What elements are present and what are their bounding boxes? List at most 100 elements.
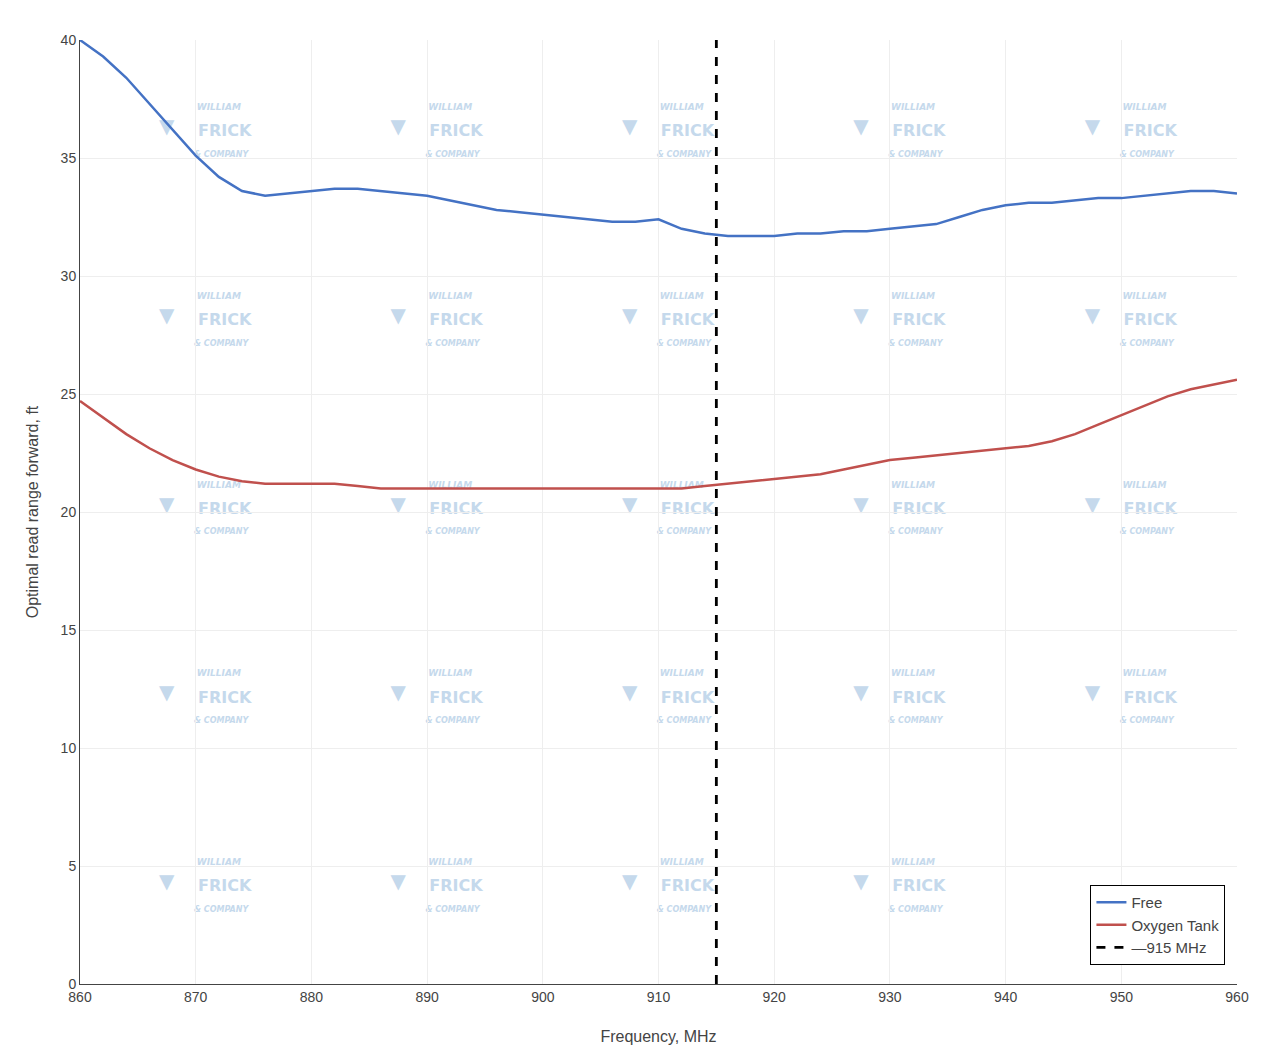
svg-text:& COMPANY: & COMPANY <box>194 905 249 914</box>
svg-text:0: 0 <box>68 976 76 992</box>
svg-text:WILLIAM: WILLIAM <box>428 480 472 490</box>
svg-text:▼: ▼ <box>159 680 175 704</box>
svg-text:& COMPANY: & COMPANY <box>888 150 943 159</box>
svg-text:FRICK: FRICK <box>661 310 715 329</box>
svg-text:FRICK: FRICK <box>661 121 715 140</box>
svg-text:870: 870 <box>184 989 208 1005</box>
svg-text:FRICK: FRICK <box>892 688 946 707</box>
svg-text:FRICK: FRICK <box>198 499 252 518</box>
svg-text:& COMPANY: & COMPANY <box>1120 150 1175 159</box>
svg-text:FRICK: FRICK <box>429 688 483 707</box>
svg-text:20: 20 <box>61 504 77 520</box>
svg-text:FRICK: FRICK <box>429 310 483 329</box>
svg-text:30: 30 <box>61 268 77 284</box>
svg-text:FRICK: FRICK <box>661 688 715 707</box>
svg-text:WILLIAM: WILLIAM <box>891 102 935 112</box>
svg-text:WILLIAM: WILLIAM <box>428 102 472 112</box>
svg-text:FRICK: FRICK <box>892 121 946 140</box>
svg-text:& COMPANY: & COMPANY <box>425 716 480 725</box>
svg-text:▼: ▼ <box>853 869 869 893</box>
svg-text:WILLIAM: WILLIAM <box>891 668 935 678</box>
svg-text:▼: ▼ <box>1085 492 1101 516</box>
svg-text:▼: ▼ <box>1085 114 1101 138</box>
svg-text:960: 960 <box>1225 989 1249 1005</box>
svg-text:WILLIAM: WILLIAM <box>1122 291 1166 301</box>
svg-text:WILLIAM: WILLIAM <box>1122 668 1166 678</box>
svg-text:▼: ▼ <box>622 114 638 138</box>
svg-text:—915 MHz: —915 MHz <box>1131 939 1206 956</box>
svg-text:WILLIAM: WILLIAM <box>428 668 472 678</box>
svg-text:WILLIAM: WILLIAM <box>660 291 704 301</box>
svg-text:890: 890 <box>415 989 439 1005</box>
svg-text:Free: Free <box>1131 894 1162 911</box>
svg-text:& COMPANY: & COMPANY <box>888 905 943 914</box>
svg-text:WILLIAM: WILLIAM <box>660 480 704 490</box>
svg-text:930: 930 <box>878 989 902 1005</box>
svg-text:▼: ▼ <box>1085 303 1101 327</box>
svg-text:WILLIAM: WILLIAM <box>660 668 704 678</box>
svg-text:& COMPANY: & COMPANY <box>888 339 943 348</box>
svg-text:& COMPANY: & COMPANY <box>657 527 712 536</box>
svg-text:950: 950 <box>1110 989 1134 1005</box>
svg-text:940: 940 <box>994 989 1018 1005</box>
svg-text:▼: ▼ <box>853 680 869 704</box>
svg-text:15: 15 <box>61 622 77 638</box>
svg-text:880: 880 <box>300 989 324 1005</box>
svg-text:& COMPANY: & COMPANY <box>888 716 943 725</box>
svg-text:▼: ▼ <box>159 492 175 516</box>
svg-text:WILLIAM: WILLIAM <box>1122 102 1166 112</box>
svg-text:WILLIAM: WILLIAM <box>197 480 241 490</box>
svg-text:FRICK: FRICK <box>892 499 946 518</box>
svg-text:& COMPANY: & COMPANY <box>1120 527 1175 536</box>
svg-text:& COMPANY: & COMPANY <box>657 716 712 725</box>
svg-text:FRICK: FRICK <box>1124 121 1178 140</box>
svg-text:WILLIAM: WILLIAM <box>428 857 472 867</box>
svg-text:FRICK: FRICK <box>429 121 483 140</box>
svg-text:▼: ▼ <box>390 680 406 704</box>
svg-text:▼: ▼ <box>622 680 638 704</box>
svg-text:FRICK: FRICK <box>198 876 252 895</box>
svg-text:FRICK: FRICK <box>429 499 483 518</box>
svg-text:▼: ▼ <box>159 303 175 327</box>
svg-text:WILLIAM: WILLIAM <box>891 480 935 490</box>
svg-text:▼: ▼ <box>390 869 406 893</box>
svg-text:WILLIAM: WILLIAM <box>197 668 241 678</box>
svg-text:▼: ▼ <box>390 114 406 138</box>
svg-text:▼: ▼ <box>159 114 175 138</box>
svg-text:FRICK: FRICK <box>892 310 946 329</box>
svg-text:& COMPANY: & COMPANY <box>657 905 712 914</box>
svg-text:WILLIAM: WILLIAM <box>891 857 935 867</box>
svg-text:35: 35 <box>61 150 77 166</box>
svg-text:FRICK: FRICK <box>1124 499 1178 518</box>
svg-text:& COMPANY: & COMPANY <box>1120 339 1175 348</box>
svg-text:▼: ▼ <box>853 114 869 138</box>
svg-text:& COMPANY: & COMPANY <box>194 339 249 348</box>
svg-text:40: 40 <box>61 32 77 48</box>
svg-text:Oxygen Tank: Oxygen Tank <box>1131 917 1219 934</box>
svg-text:▼: ▼ <box>390 303 406 327</box>
svg-text:▼: ▼ <box>853 492 869 516</box>
svg-text:& COMPANY: & COMPANY <box>194 527 249 536</box>
svg-text:& COMPANY: & COMPANY <box>888 527 943 536</box>
svg-text:WILLIAM: WILLIAM <box>197 291 241 301</box>
svg-text:FRICK: FRICK <box>892 876 946 895</box>
svg-text:▼: ▼ <box>622 869 638 893</box>
svg-text:▼: ▼ <box>853 303 869 327</box>
svg-text:& COMPANY: & COMPANY <box>657 150 712 159</box>
svg-text:FRICK: FRICK <box>198 310 252 329</box>
svg-text:860: 860 <box>68 989 92 1005</box>
svg-text:& COMPANY: & COMPANY <box>425 527 480 536</box>
svg-text:FRICK: FRICK <box>1124 310 1178 329</box>
svg-text:WILLIAM: WILLIAM <box>660 102 704 112</box>
svg-text:▼: ▼ <box>390 492 406 516</box>
svg-text:WILLIAM: WILLIAM <box>197 857 241 867</box>
svg-text:25: 25 <box>61 386 77 402</box>
svg-text:& COMPANY: & COMPANY <box>657 339 712 348</box>
svg-text:WILLIAM: WILLIAM <box>428 291 472 301</box>
svg-text:& COMPANY: & COMPANY <box>1120 716 1175 725</box>
svg-text:▼: ▼ <box>159 869 175 893</box>
svg-text:910: 910 <box>647 989 671 1005</box>
svg-text:FRICK: FRICK <box>429 876 483 895</box>
svg-text:WILLIAM: WILLIAM <box>660 857 704 867</box>
svg-text:& COMPANY: & COMPANY <box>194 716 249 725</box>
